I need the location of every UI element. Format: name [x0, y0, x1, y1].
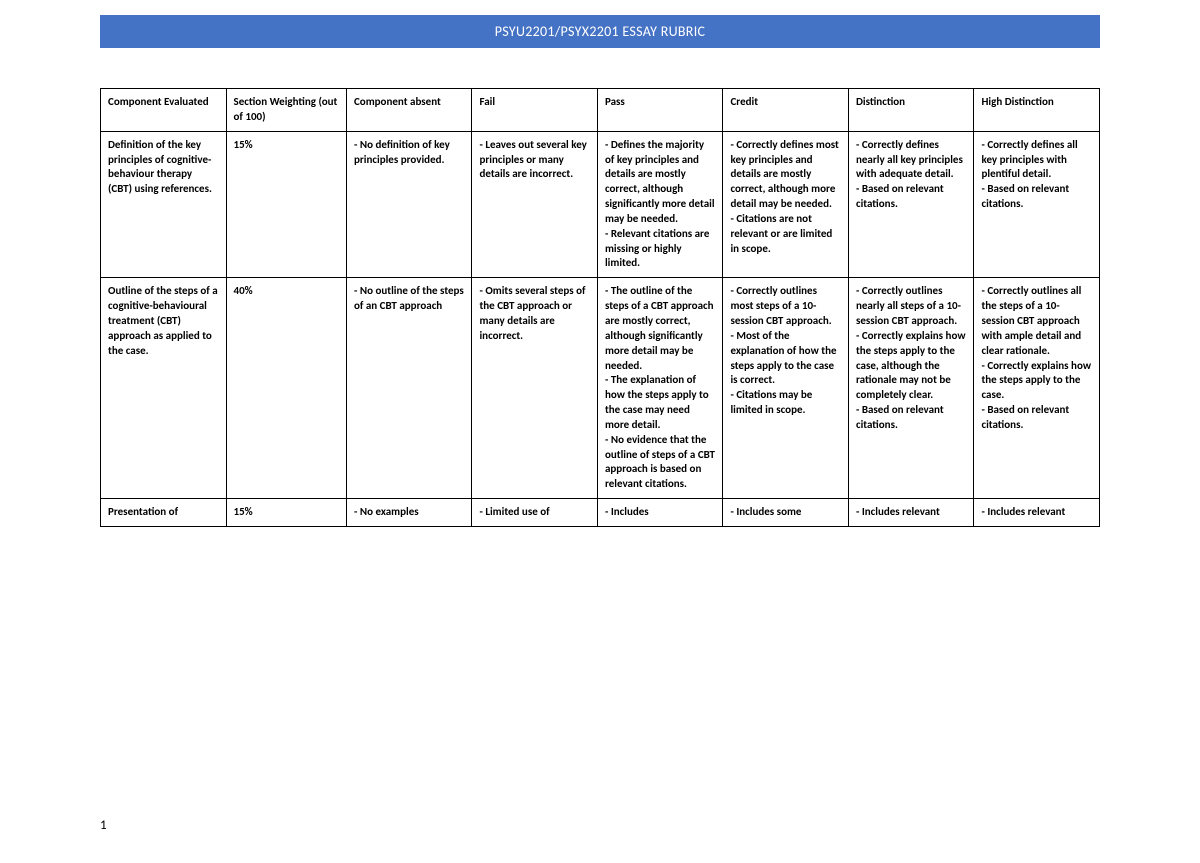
cell-distinction: - Correctly defines nearly all key princ… [848, 131, 974, 278]
cell-weighting: 15% [226, 499, 346, 527]
col-header-fail: Fail [472, 89, 598, 132]
cell-weighting: 40% [226, 278, 346, 499]
col-header-component: Component Evaluated [101, 89, 227, 132]
col-header-credit: Credit [723, 89, 849, 132]
col-header-weighting: Section Weighting (out of 100) [226, 89, 346, 132]
cell-distinction: - Correctly outlines nearly all steps of… [848, 278, 974, 499]
cell-credit: - Correctly defines most key principles … [723, 131, 849, 278]
cell-high-distinction: - Includes relevant [974, 499, 1100, 527]
col-header-distinction: Distinction [848, 89, 974, 132]
cell-pass: - Defines the majority of key principles… [597, 131, 723, 278]
cell-component: Outline of the steps of a cognitive-beha… [101, 278, 227, 499]
rubric-body: Definition of the key principles of cogn… [101, 131, 1100, 526]
cell-weighting: 15% [226, 131, 346, 278]
col-header-absent: Component absent [346, 89, 472, 132]
table-row: Outline of the steps of a cognitive-beha… [101, 278, 1100, 499]
cell-pass: - The outline of the steps of a CBT appr… [597, 278, 723, 499]
cell-distinction: - Includes relevant [848, 499, 974, 527]
cell-component: Definition of the key principles of cogn… [101, 131, 227, 278]
col-header-high-distinction: High Distinction [974, 89, 1100, 132]
cell-high-distinction: - Correctly outlines all the steps of a … [974, 278, 1100, 499]
table-row: Definition of the key principles of cogn… [101, 131, 1100, 278]
col-header-pass: Pass [597, 89, 723, 132]
cell-fail: - Omits several steps of the CBT approac… [472, 278, 598, 499]
cell-pass: - Includes [597, 499, 723, 527]
cell-credit: - Correctly outlines most steps of a 10-… [723, 278, 849, 499]
document-title-banner: PSYU2201/PSYX2201 ESSAY RUBRIC [100, 15, 1100, 48]
cell-fail: - Limited use of [472, 499, 598, 527]
cell-credit: - Includes some [723, 499, 849, 527]
rubric-table: Component Evaluated Section Weighting (o… [100, 88, 1100, 527]
table-row: Presentation of 15% - No examples - Limi… [101, 499, 1100, 527]
rubric-table-container: Component Evaluated Section Weighting (o… [100, 88, 1100, 527]
cell-fail: - Leaves out several key principles or m… [472, 131, 598, 278]
table-header-row: Component Evaluated Section Weighting (o… [101, 89, 1100, 132]
cell-absent: - No examples [346, 499, 472, 527]
document-title: PSYU2201/PSYX2201 ESSAY RUBRIC [495, 23, 706, 40]
cell-absent: - No definition of key principles provid… [346, 131, 472, 278]
cell-component: Presentation of [101, 499, 227, 527]
cell-absent: - No outline of the steps of an CBT appr… [346, 278, 472, 499]
cell-high-distinction: - Correctly defines all key principles w… [974, 131, 1100, 278]
page-number: 1 [100, 818, 107, 833]
